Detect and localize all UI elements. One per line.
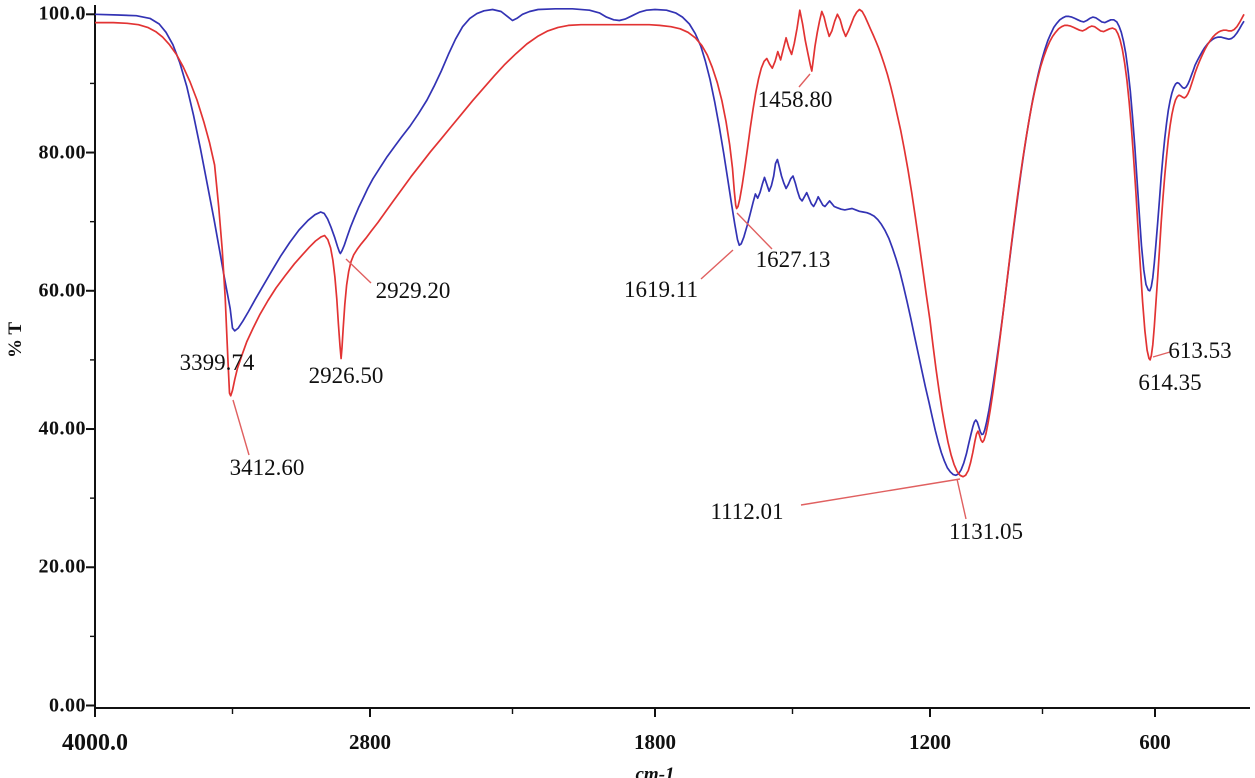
annotation-leader-line <box>345 258 372 284</box>
y-tick-label: 100.0 <box>38 2 86 25</box>
annotation-leader-line <box>736 212 773 250</box>
spectrum-blue <box>94 7 1245 477</box>
peak-annotation-1458-80: 1458.80 <box>757 87 833 112</box>
annotation-leader-line <box>800 478 961 506</box>
annotation-leader-line <box>798 73 811 88</box>
peak-annotation-614-35: 614.35 <box>1138 370 1202 395</box>
x-tick-label: 1200 <box>909 730 951 754</box>
y-tick-label: 40.00 <box>38 417 86 440</box>
annotation-leader-line <box>1152 351 1171 358</box>
x-tick-label: 1800 <box>634 730 676 754</box>
peak-annotation-2929-20: 2929.20 <box>375 278 451 303</box>
peak-annotation-613-53: 613.53 <box>1168 338 1232 363</box>
x-tick-label: 2800 <box>349 730 391 754</box>
peak-annotation-1112-01: 1112.01 <box>710 499 784 524</box>
peak-annotation-3412-60: 3412.60 <box>229 455 305 480</box>
x-tick-label: 4000.0 <box>62 730 128 756</box>
x-tick-label: 600 <box>1139 730 1171 754</box>
x-axis-title: cm-1 <box>635 764 675 778</box>
peak-annotation-1619-11: 1619.11 <box>624 277 698 302</box>
peak-annotation-3399-74: 3399.74 <box>179 350 255 375</box>
y-axis-title: % T <box>5 321 26 359</box>
y-tick-label: 60.00 <box>38 279 86 302</box>
annotation-leader-line <box>700 249 734 280</box>
y-tick-label: 20.00 <box>38 555 86 578</box>
peak-annotation-1131-05: 1131.05 <box>949 519 1023 544</box>
annotation-leader-line <box>232 399 250 456</box>
peak-annotation-1627-13: 1627.13 <box>755 247 831 272</box>
y-tick-label: 80.00 <box>38 141 86 164</box>
y-tick-label: 0.00 <box>49 694 86 716</box>
spectrum-red <box>95 8 1245 478</box>
peak-annotation-2926-50: 2926.50 <box>308 363 384 388</box>
annotation-leader-line <box>956 478 967 520</box>
